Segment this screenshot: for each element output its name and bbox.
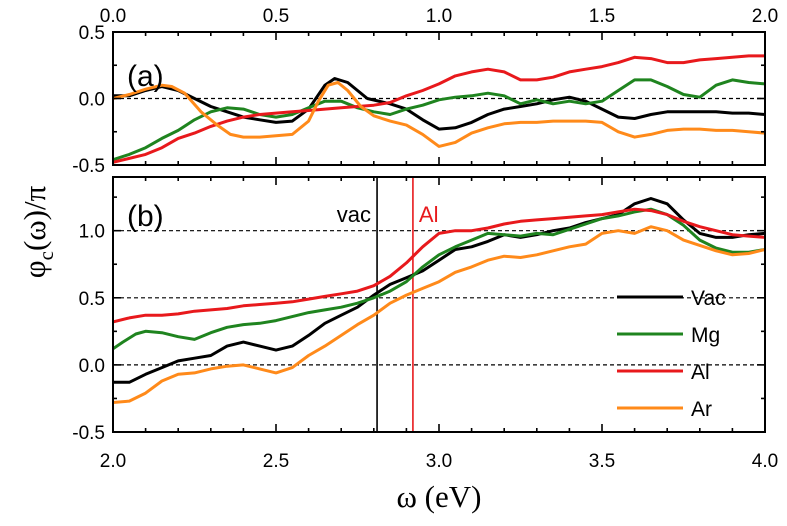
y-axis-title-rest: (ω)/π (17, 185, 52, 251)
top-x-tick-label: 0.5 (263, 6, 289, 27)
panel-b-series-ar (113, 225, 765, 404)
panel-b-series-vac (113, 197, 765, 384)
bottom-x-tick-label: 2.5 (263, 451, 289, 472)
marker-label-vac: vac (337, 202, 371, 227)
svg-text:φc(ω)/π: φc(ω)/π (17, 185, 58, 278)
panel-b-y-tick-label: 1.0 (79, 222, 105, 243)
panel-b-series-al (113, 207, 765, 324)
x-axis-title: ω (eV) (397, 479, 482, 514)
panel-b-ticks: 1.0 0.5 0.0 -0.5 2.0 2.5 3.0 3.5 4.0 (72, 177, 778, 472)
panel-a-series-al (113, 54, 765, 164)
panel-a: 0.50.0-0.50.0 0.5 1.0 1.5 2.0 (a) (72, 6, 778, 177)
panel-a-y-tick-label: 0.0 (79, 90, 105, 111)
panel-b-y-tick-label: 0.5 (79, 289, 105, 310)
top-x-tick-label: 2.0 (752, 6, 778, 27)
panel-b: vac Al 1.0 0.5 0.0 -0.5 2.0 2.5 3.0 3.5 4.0 (b) V… (72, 176, 778, 472)
y-axis-title-symbol: φ (17, 260, 52, 278)
panel-a-series (113, 54, 765, 164)
top-x-tick-label: 1.0 (426, 6, 452, 27)
panel-a-series-ar (113, 81, 765, 148)
panel-b-marker-lines: vac Al (337, 177, 439, 432)
marker-label-al: Al (419, 202, 439, 227)
legend-label-mg: Mg (691, 324, 720, 347)
y-axis-title: φc(ω)/π (17, 185, 58, 278)
top-x-tick-label: 1.5 (589, 6, 615, 27)
panel-a-ticks: 0.50.0-0.50.0 0.5 1.0 1.5 2.0 (72, 6, 778, 177)
panel-a-y-tick-label: -0.5 (72, 156, 105, 177)
panel-b-y-tick-label: 0.0 (79, 356, 105, 377)
panel-b-y-tick-label: -0.5 (72, 423, 105, 444)
panel-a-label: (a) (127, 60, 164, 93)
panel-a-y-tick-label: 0.5 (79, 23, 105, 44)
panel-a-series-mg (113, 78, 765, 162)
panel-b-label: (b) (127, 200, 164, 233)
bottom-x-tick-label: 2.0 (100, 451, 126, 472)
legend-label-vac: Vac (691, 287, 726, 310)
panel-b-series (113, 197, 765, 404)
bottom-x-tick-label: 3.0 (426, 451, 452, 472)
y-axis-title-subscript: c (34, 251, 58, 260)
bottom-x-tick-label: 4.0 (752, 451, 778, 472)
legend-label-al: Al (691, 361, 710, 384)
top-x-tick-label: 0.0 (100, 6, 126, 27)
bottom-x-tick-label: 3.5 (589, 451, 615, 472)
legend-label-ar: Ar (691, 398, 712, 421)
panel-b-reference-lines (113, 230, 765, 366)
legend: Vac Mg Al Ar (617, 287, 726, 421)
